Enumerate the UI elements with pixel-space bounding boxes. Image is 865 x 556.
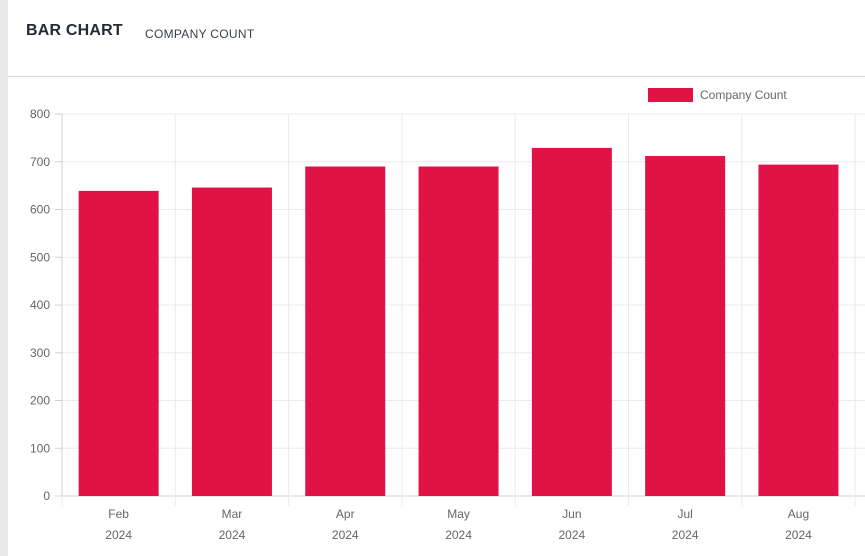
bar-mar — [191, 187, 272, 496]
x-tick-label-year: 2024 — [558, 528, 585, 542]
x-tick-label-month: Jul — [677, 507, 692, 521]
y-tick-label: 0 — [43, 489, 50, 503]
chart-title: BAR CHART — [26, 22, 123, 39]
bar-jul — [645, 156, 726, 496]
y-tick-label: 200 — [30, 394, 50, 408]
y-tick-label: 800 — [30, 107, 50, 121]
x-tick-label-month: Jun — [562, 507, 581, 521]
y-tick-label: 500 — [30, 250, 50, 264]
x-tick-label-year: 2024 — [785, 528, 812, 542]
legend-label: Company Count — [700, 88, 787, 102]
bar-feb — [78, 190, 159, 496]
x-tick-label-year: 2024 — [672, 528, 699, 542]
x-tick-label-year: 2024 — [105, 528, 132, 542]
x-tick-label-year: 2024 — [332, 528, 359, 542]
y-tick-label: 700 — [30, 155, 50, 169]
bar-jun — [531, 147, 612, 496]
y-tick-label: 300 — [30, 346, 50, 360]
bar-chart: 0 100 200 300 400 500 600 700 800 Feb 2024 Mar 2024 A… — [30, 88, 865, 542]
x-tick-label-month: Aug — [788, 507, 809, 521]
x-tick-label-month: Mar — [222, 507, 243, 521]
chart-subtitle: COMPANY COUNT — [145, 27, 255, 41]
card-header: BAR CHART COMPANY COUNT — [8, 0, 865, 77]
y-tick-label: 600 — [30, 203, 50, 217]
bar-apr — [305, 166, 386, 496]
x-tick-label-month: May — [447, 507, 470, 521]
y-tick-label: 400 — [30, 298, 50, 312]
bar-may — [418, 166, 499, 496]
y-tick-label: 100 — [30, 441, 50, 455]
x-tick-label-year: 2024 — [445, 528, 472, 542]
chart-card: BAR CHART COMPANY COUNT 0 100 200 300 400 500… — [8, 0, 865, 556]
x-tick-label-month: Feb — [108, 507, 129, 521]
x-tick-label-month: Apr — [336, 507, 355, 521]
legend-swatch — [648, 88, 693, 102]
x-tick-label-year: 2024 — [219, 528, 246, 542]
bar-aug — [758, 164, 839, 497]
